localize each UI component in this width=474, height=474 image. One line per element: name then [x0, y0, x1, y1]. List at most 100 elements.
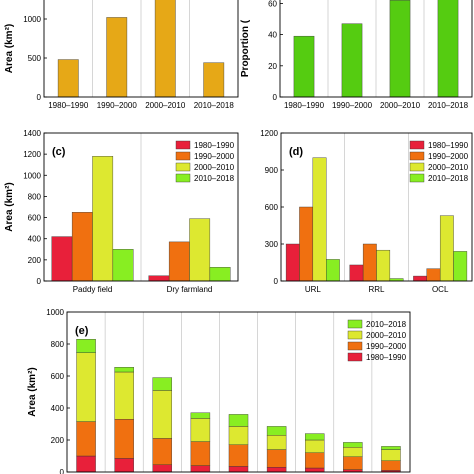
y-tick-label: 800	[28, 192, 42, 201]
bar-segment-e-5-1	[266, 449, 287, 468]
bar-segment-e-5-0	[266, 467, 287, 473]
legend-swatch	[175, 151, 191, 161]
legend-entry: 2010–2018	[194, 174, 235, 183]
legend-swatch	[347, 319, 363, 329]
legend-swatch	[409, 162, 425, 172]
bar-segment-e-3-2	[190, 418, 211, 442]
y-tick-label: 20	[268, 62, 277, 71]
bar-a-2	[154, 0, 176, 98]
bar-segment-e-7-3	[343, 442, 363, 448]
bar-d-0-2	[312, 157, 327, 282]
bar-segment-e-7-2	[343, 447, 363, 458]
y-axis-label: Area (km²)	[4, 24, 15, 73]
bar-segment-e-6-0	[304, 467, 325, 473]
x-tick-label: 1980–1990	[284, 101, 325, 110]
bar-segment-e-5-3	[266, 426, 287, 436]
bar-segment-e-0-3	[76, 339, 96, 354]
panel-label: (c)	[52, 146, 66, 158]
bar-b-1	[341, 23, 363, 98]
bar-d-2-0	[413, 275, 427, 282]
y-axis-label: Area (km²)	[4, 182, 15, 231]
axes-frame	[66, 311, 411, 473]
x-tick-label: Dry farmland	[167, 285, 213, 294]
y-tick-label: 600	[265, 203, 279, 212]
y-tick-label: 0	[60, 468, 65, 474]
bar-segment-e-2-2	[152, 390, 173, 439]
x-tick-label: 2000–2010	[380, 101, 421, 110]
legend-swatch	[175, 140, 191, 150]
legend-entry: 1990–2000	[194, 152, 235, 161]
legend-entry: 2010–2018	[428, 174, 469, 183]
bar-segment-e-6-2	[304, 439, 325, 454]
bar-segment-e-1-3	[114, 367, 134, 373]
bar-segment-e-3-0	[190, 465, 211, 473]
y-tick-label: 0	[37, 277, 42, 286]
bar-a-3	[203, 62, 225, 98]
y-tick-label: 500	[28, 54, 42, 63]
panel-label: (d)	[289, 146, 303, 158]
y-tick-label: 400	[51, 404, 65, 413]
y-tick-label: 1000	[23, 15, 41, 24]
x-tick-label: OCL	[432, 285, 449, 294]
bar-segment-e-4-3	[228, 414, 249, 427]
bar-c-1-2	[189, 218, 211, 282]
bar-segment-e-3-3	[190, 412, 211, 419]
bar-segment-e-0-0	[76, 455, 96, 473]
bar-d-1-2	[376, 249, 391, 282]
bar-c-0-2	[92, 156, 114, 282]
bar-a-1	[106, 17, 128, 98]
legend-swatch	[175, 162, 191, 172]
y-tick-label: 200	[51, 436, 65, 445]
legend-entry: 1980–1990	[366, 353, 407, 362]
y-axis-label: Proportion (	[240, 19, 251, 77]
bar-d-1-0	[349, 264, 364, 282]
y-tick-label: 1000	[46, 308, 64, 317]
x-tick-label: 2010–2018	[428, 101, 469, 110]
bar-a-0	[57, 59, 79, 98]
bar-segment-e-8-2	[381, 449, 401, 462]
bar-segment-e-0-2	[76, 352, 96, 422]
bar-segment-e-8-1	[381, 460, 401, 471]
x-tick-label: 2000–2010	[145, 101, 186, 110]
bar-segment-e-3-1	[190, 441, 211, 466]
y-tick-label: 0	[274, 277, 279, 286]
bar-d-0-0	[285, 243, 300, 282]
bar-segment-e-8-3	[381, 446, 401, 450]
legend-swatch	[347, 341, 363, 351]
axes-frame	[43, 132, 239, 282]
bar-segment-e-1-0	[114, 458, 134, 473]
x-tick-label: 1990–2000	[97, 101, 138, 110]
bar-b-0	[293, 35, 315, 98]
panel-e: 0 200 400 600 800 1000 Area (km²) (e) 2010–2018 2…	[27, 308, 411, 474]
panel-label: (e)	[75, 325, 89, 337]
y-tick-label: 1200	[23, 150, 41, 159]
bar-c-0-0	[51, 236, 73, 282]
y-tick-label: 0	[273, 93, 278, 102]
x-tick-label: RRL	[368, 285, 385, 294]
legend-swatch	[347, 352, 363, 362]
panel-d: 0 300 600 900 1200 URL RRL OCL (d) 1980–1990 1990–…	[260, 129, 473, 294]
legend-swatch	[347, 330, 363, 340]
bar-c-0-1	[71, 212, 93, 282]
panel-c: 0 200 400 600 800 1000 1200 1400 Paddy field Dry …	[4, 129, 239, 294]
bar-b-2	[389, 0, 411, 98]
bar-segment-e-7-1	[343, 456, 363, 470]
axes-frame	[279, 0, 473, 98]
legend-entry: 1980–1990	[194, 141, 235, 150]
x-tick-label: URL	[305, 285, 322, 294]
x-tick-label: 1980–1990	[48, 101, 89, 110]
legend-swatch	[409, 173, 425, 183]
x-tick-label: 2010–2018	[194, 101, 235, 110]
legend-swatch	[409, 151, 425, 161]
bar-c-1-1	[168, 241, 190, 282]
bar-d-2-1	[426, 268, 441, 282]
bar-segment-e-2-3	[152, 377, 173, 391]
y-tick-label: 600	[51, 372, 65, 381]
y-tick-label: 600	[28, 214, 42, 223]
bar-c-1-3	[209, 267, 231, 282]
legend-entry: 2010–2018	[366, 320, 407, 329]
y-tick-label: 40	[268, 31, 277, 40]
y-tick-label: 1200	[260, 129, 278, 138]
x-tick-label: Paddy field	[73, 285, 113, 294]
